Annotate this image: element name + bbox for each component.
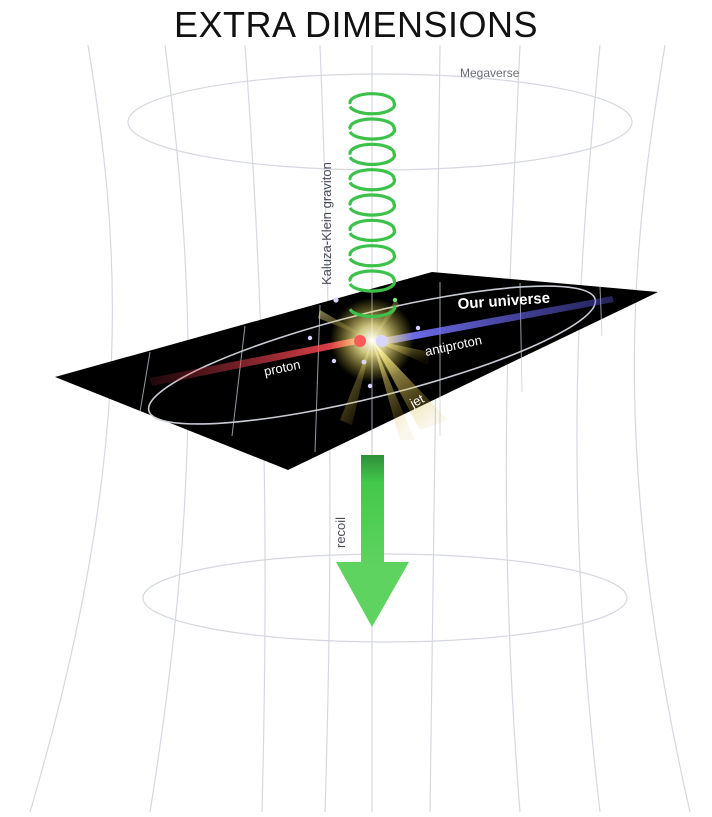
label-graviton: Kaluza-Klein graviton [319,162,334,285]
slide-title: EXTRA DIMENSIONS [173,4,539,45]
grid-line [429,44,441,813]
lower-grid-ring [142,553,628,643]
recoil-arrow-shaft [361,455,384,565]
collision-glow [330,298,414,382]
proton-beam [150,337,362,386]
grid-line [505,44,521,813]
recoil-arrow [336,455,409,627]
grid-line [29,44,113,813]
label-proton: proton [263,357,302,379]
label-megaverse: Megaverse [460,66,520,80]
upper-grid-ring [127,73,633,171]
antiproton-particle [376,335,388,347]
grid-line [576,44,601,813]
grid-line [633,44,691,813]
graviton-helix-front [348,101,397,319]
label-jet: jet [406,391,426,411]
recoil-arrow-head [336,562,409,627]
graviton-coil-front [348,101,397,319]
label-our-universe: Our universe [457,290,551,313]
antiproton-beam [382,296,614,345]
debris-dots [307,297,421,389]
label-recoil: recoil [333,517,348,548]
proton-particle [354,335,366,347]
grid-line [149,44,189,813]
